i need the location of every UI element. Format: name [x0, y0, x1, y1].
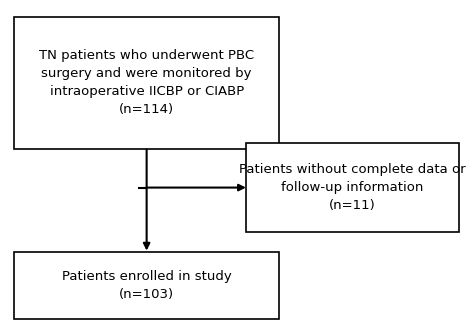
- Text: Patients enrolled in study
(n=103): Patients enrolled in study (n=103): [62, 270, 231, 301]
- FancyBboxPatch shape: [14, 252, 279, 319]
- FancyBboxPatch shape: [246, 143, 459, 232]
- FancyBboxPatch shape: [14, 17, 279, 149]
- Text: Patients without complete data or
follow-up information
(n=11): Patients without complete data or follow…: [239, 163, 466, 212]
- Text: TN patients who underwent PBC
surgery and were monitored by
intraoperative IICBP: TN patients who underwent PBC surgery an…: [39, 49, 254, 117]
